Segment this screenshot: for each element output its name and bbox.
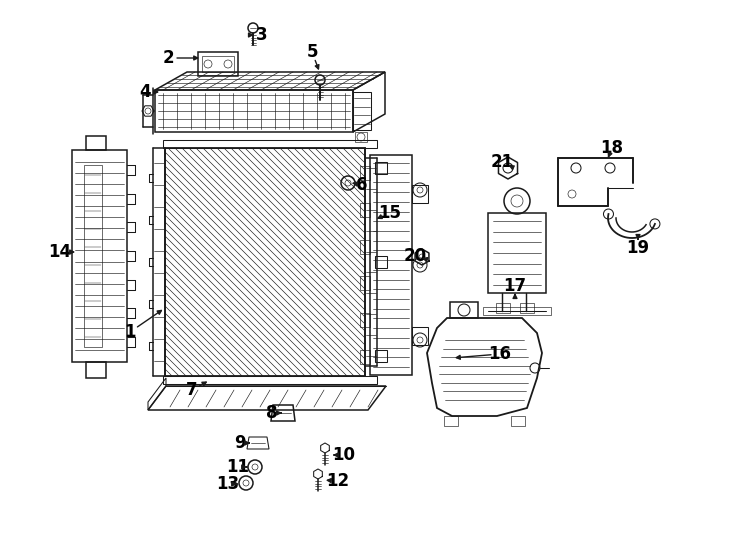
Text: 9: 9: [234, 434, 246, 452]
Bar: [360, 276, 370, 291]
Bar: [353, 92, 371, 130]
Bar: [360, 240, 370, 254]
Bar: [360, 313, 370, 327]
Bar: [86, 362, 106, 378]
Text: 21: 21: [490, 153, 514, 171]
Bar: [202, 56, 234, 72]
Text: 18: 18: [600, 139, 623, 157]
Bar: [520, 303, 534, 313]
Bar: [375, 162, 387, 174]
Text: 3: 3: [256, 26, 268, 44]
Bar: [412, 185, 428, 203]
Bar: [163, 376, 377, 384]
Bar: [375, 256, 387, 268]
Text: 12: 12: [327, 472, 349, 490]
Bar: [511, 416, 525, 426]
Bar: [496, 303, 510, 313]
Text: 7: 7: [186, 381, 197, 399]
Text: 10: 10: [333, 446, 355, 464]
Text: 1: 1: [124, 323, 136, 341]
Text: 14: 14: [48, 243, 71, 261]
Bar: [412, 327, 428, 345]
Bar: [488, 213, 546, 293]
Text: 5: 5: [306, 43, 318, 61]
Bar: [360, 350, 370, 364]
Text: 16: 16: [489, 345, 512, 363]
Bar: [444, 416, 458, 426]
Bar: [86, 136, 106, 150]
Bar: [450, 302, 478, 318]
Bar: [360, 203, 370, 217]
Bar: [375, 350, 387, 362]
Text: 13: 13: [217, 475, 239, 493]
Bar: [370, 155, 412, 375]
Bar: [483, 307, 551, 315]
Bar: [360, 166, 370, 180]
Text: 17: 17: [504, 277, 526, 295]
Bar: [165, 148, 365, 376]
Text: 19: 19: [626, 239, 650, 257]
Bar: [163, 140, 377, 148]
Bar: [84, 165, 102, 347]
Text: 15: 15: [379, 204, 401, 222]
Text: 4: 4: [139, 83, 150, 101]
Text: 20: 20: [404, 247, 426, 265]
Text: 8: 8: [266, 404, 277, 422]
Text: 6: 6: [356, 176, 368, 194]
Bar: [72, 150, 127, 362]
Bar: [198, 52, 238, 76]
Bar: [355, 132, 367, 142]
Text: 2: 2: [162, 49, 174, 67]
Text: 11: 11: [227, 458, 250, 476]
